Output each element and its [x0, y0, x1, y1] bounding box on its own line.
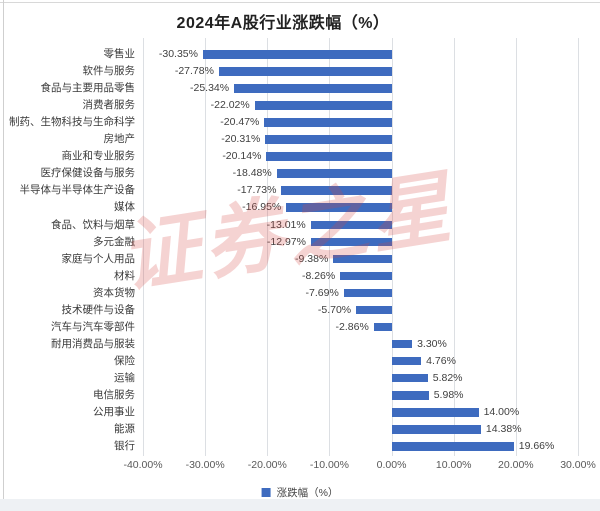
value-label: -20.31% [221, 133, 261, 146]
value-label: 4.76% [426, 354, 456, 367]
category-label: 电信服务 [93, 389, 135, 401]
category-label: 公用事业 [93, 406, 135, 419]
category-label: 技术硬件与设备 [61, 303, 136, 316]
bar-6 [265, 135, 392, 144]
bar-17 [373, 322, 392, 332]
category-label: 材料 [114, 269, 135, 282]
category-label: 银行 [114, 440, 135, 453]
category-label: 医疗保健设备与服务 [40, 167, 136, 180]
bar-3 [234, 84, 392, 93]
category-label: 家庭与个人用品 [61, 252, 136, 265]
bar-12 [310, 237, 392, 247]
value-label: -25.34% [190, 82, 230, 95]
chart-frame-left-border [3, 0, 4, 511]
value-label: -8.26% [301, 269, 336, 282]
value-label: 14.00% [483, 406, 520, 419]
category-label: 软件与服务 [82, 65, 136, 78]
category-label: 多元金融 [93, 235, 135, 248]
bar-19 [391, 356, 422, 366]
value-label: 3.30% [417, 337, 447, 350]
bar-21 [391, 391, 429, 400]
value-label: 5.98% [433, 389, 464, 401]
category-label: 能源 [114, 423, 135, 436]
x-tick-label: 20.00% [498, 459, 534, 471]
bar-1 [202, 50, 392, 59]
x-tick-label: -20.00% [247, 459, 287, 471]
bar-22 [391, 408, 479, 417]
x-tick-label: -40.00% [123, 459, 163, 471]
x-tick-label: 30.00% [560, 459, 596, 471]
category-label: 食品、饮料与烟草 [51, 218, 135, 231]
legend-label: 涨跌幅（%） [276, 487, 339, 499]
category-label: 消费者服务 [82, 99, 136, 112]
bar-23 [391, 425, 481, 434]
category-label: 房地产 [103, 133, 136, 146]
chart-frame-top-border [0, 2, 600, 3]
bar-9 [281, 186, 392, 195]
value-label: -17.73% [237, 184, 277, 197]
category-label: 耐用消费品与服装 [51, 337, 135, 350]
value-label: -18.48% [232, 167, 272, 180]
gridline [143, 38, 144, 456]
category-label: 媒体 [114, 201, 135, 214]
value-label: -12.97% [266, 235, 306, 248]
x-tick-label: 0.00% [376, 459, 407, 471]
gridline [205, 38, 207, 456]
bar-11 [310, 220, 392, 229]
bottom-strip [0, 499, 600, 511]
x-tick-label: 10.00% [435, 459, 472, 471]
gridline [578, 38, 579, 456]
gridline [515, 38, 517, 456]
value-label: -22.02% [210, 99, 250, 112]
category-label: 制药、生物科技与生命科学 [9, 116, 135, 129]
bar-2 [218, 67, 392, 76]
category-label: 运输 [114, 371, 135, 384]
value-label: -13.01% [266, 218, 306, 231]
bar-5 [264, 118, 392, 127]
category-label: 商业和专业服务 [61, 150, 136, 163]
gridline [329, 38, 331, 456]
chart-title: 2024年A股行业涨跌幅（%） [176, 15, 390, 32]
bar-4 [254, 101, 392, 110]
value-label: -5.70% [317, 303, 352, 316]
plot-area: -30.35% -27.78% -25.34% -22.02% -20.47% -20.3… [123, 38, 596, 471]
value-label: -9.38% [295, 252, 329, 265]
bar-8 [276, 169, 392, 178]
value-label: -2.86% [335, 320, 369, 333]
category-label: 保险 [114, 354, 135, 367]
category-label: 零售业 [103, 48, 136, 60]
category-label: 半导体与半导体生产设备 [19, 184, 136, 197]
value-label: -27.78% [174, 65, 214, 78]
category-label: 资本货物 [93, 286, 135, 299]
value-label: 19.66% [518, 440, 555, 453]
bar-10 [286, 203, 392, 212]
legend-swatch-icon [261, 488, 271, 497]
gridline [267, 38, 269, 456]
value-label: -30.35% [158, 48, 198, 60]
value-label: -20.14% [222, 150, 262, 163]
gridline [391, 38, 393, 456]
category-axis: 零售业软件与服务食品与主要用品零售消费者服务制药、生物科技与生命科学房地产商业和… [0, 38, 135, 456]
value-label: 14.38% [485, 423, 522, 436]
bar-7 [266, 152, 392, 161]
bar-20 [391, 373, 428, 383]
gridline [453, 38, 455, 456]
value-label: 5.82% [432, 371, 463, 384]
bar-13 [333, 254, 392, 264]
bar-18 [391, 339, 413, 349]
category-label: 食品与主要用品零售 [40, 82, 136, 95]
bar-15 [343, 288, 392, 298]
legend: 涨跌幅（%） [261, 485, 339, 500]
value-label: -16.95% [242, 201, 282, 214]
x-tick-label: -10.00% [309, 459, 349, 471]
bar-24 [391, 442, 514, 451]
bar-16 [356, 305, 392, 315]
category-label: 汽车与汽车零部件 [51, 320, 135, 333]
bar-14 [340, 271, 392, 281]
value-label: -20.47% [220, 116, 260, 129]
x-tick-label: -30.00% [185, 459, 225, 471]
value-label: -7.69% [305, 286, 339, 299]
